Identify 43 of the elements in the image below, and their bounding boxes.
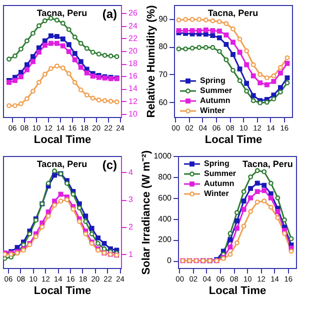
annotation: (c) xyxy=(102,158,117,172)
x-axis-title: Local Time xyxy=(204,134,262,146)
y-tick-label: 70 xyxy=(158,70,168,79)
legend-label: Winter xyxy=(200,106,225,115)
legend-label: Autumn xyxy=(200,96,230,105)
y2-tick-label: 24 xyxy=(128,21,138,30)
y2-tick-label: 3 xyxy=(128,195,134,204)
y-axis-title: Solar Irradiance (W m⁻²) xyxy=(140,150,153,275)
y-tick-label: 90 xyxy=(158,14,168,24)
y-tick-label: 600 xyxy=(158,193,172,202)
y-tick-label: 80 xyxy=(158,42,168,52)
y-tick-label: 60 xyxy=(158,98,168,107)
legend-label: Summer xyxy=(200,86,232,95)
y2-tick-label: 1 xyxy=(128,250,134,259)
annotation: Tacna, Peru xyxy=(36,8,88,18)
y-axis-title: Relative Humidity (%) xyxy=(146,4,158,118)
legend-label: Summer xyxy=(204,169,236,178)
x-axis-title: Local Time xyxy=(34,285,92,297)
legend-label: Autumn xyxy=(204,179,234,188)
y-tick-label: 400 xyxy=(158,214,172,224)
y-tick-label: 800 xyxy=(158,172,172,182)
y2-tick-label: 14 xyxy=(128,84,138,94)
y2-tick-label: 26 xyxy=(128,8,138,18)
x-axis-title: Local Time xyxy=(34,134,92,146)
y2-tick-label: 4 xyxy=(128,168,134,177)
annotation: (a) xyxy=(102,7,117,21)
y-tick-label: 1000 xyxy=(154,152,172,160)
y2-tick-label: 18 xyxy=(128,59,138,68)
y-tick-label: 200 xyxy=(158,235,172,244)
annotation: Tacna, Peru xyxy=(36,159,88,169)
legend-label: Winter xyxy=(204,189,229,198)
y2-tick-label: 16 xyxy=(128,72,138,81)
y2-tick-label: 10 xyxy=(128,109,138,118)
y2-tick-label: 20 xyxy=(128,46,138,56)
annotation: Tacna, Peru xyxy=(242,159,293,169)
annotation: Tacna, Peru xyxy=(208,8,258,18)
y2-tick-label: 2 xyxy=(128,222,134,232)
y2-tick-label: 12 xyxy=(128,96,138,106)
y-tick-label: 0 xyxy=(167,256,172,266)
legend-label: Spring xyxy=(200,76,226,85)
x-axis-title: Local Time xyxy=(208,285,266,297)
legend-label: Spring xyxy=(204,159,230,168)
y2-tick-label: 22 xyxy=(128,34,138,43)
